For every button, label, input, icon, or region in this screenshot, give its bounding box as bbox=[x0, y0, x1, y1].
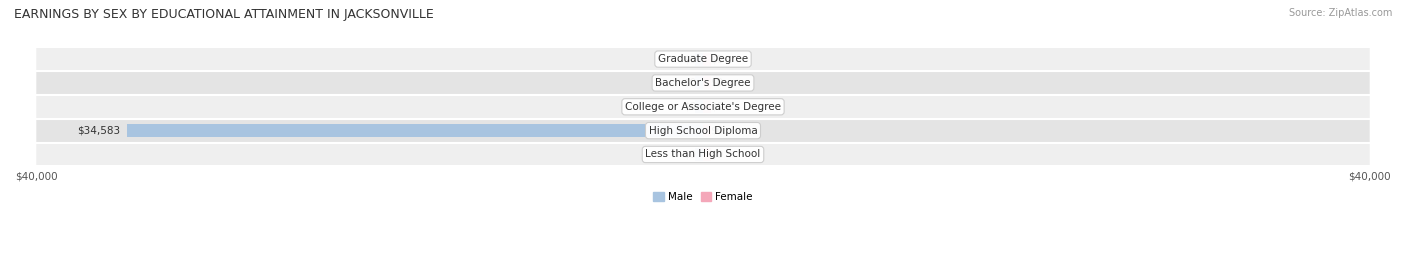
FancyBboxPatch shape bbox=[37, 119, 1369, 143]
Text: $0: $0 bbox=[683, 102, 696, 112]
FancyBboxPatch shape bbox=[37, 143, 1369, 166]
Text: $0: $0 bbox=[710, 150, 723, 159]
Bar bbox=[127, 124, 703, 137]
FancyBboxPatch shape bbox=[37, 47, 1369, 71]
Text: $34,583: $34,583 bbox=[77, 126, 120, 136]
Text: Source: ZipAtlas.com: Source: ZipAtlas.com bbox=[1288, 8, 1392, 18]
Bar bbox=[703, 148, 711, 161]
Bar bbox=[703, 124, 711, 137]
FancyBboxPatch shape bbox=[37, 71, 1369, 95]
Text: $0: $0 bbox=[710, 102, 723, 112]
Bar bbox=[703, 100, 711, 113]
Bar bbox=[695, 148, 703, 161]
Text: $0: $0 bbox=[683, 150, 696, 159]
Text: College or Associate's Degree: College or Associate's Degree bbox=[626, 102, 780, 112]
Text: High School Diploma: High School Diploma bbox=[648, 126, 758, 136]
Text: $0: $0 bbox=[710, 78, 723, 88]
Bar bbox=[695, 76, 703, 90]
Text: $0: $0 bbox=[683, 78, 696, 88]
Bar bbox=[695, 53, 703, 66]
Text: EARNINGS BY SEX BY EDUCATIONAL ATTAINMENT IN JACKSONVILLE: EARNINGS BY SEX BY EDUCATIONAL ATTAINMEN… bbox=[14, 8, 434, 21]
Text: Bachelor's Degree: Bachelor's Degree bbox=[655, 78, 751, 88]
FancyBboxPatch shape bbox=[37, 95, 1369, 119]
Legend: Male, Female: Male, Female bbox=[650, 188, 756, 206]
Text: Graduate Degree: Graduate Degree bbox=[658, 54, 748, 64]
Text: $0: $0 bbox=[710, 54, 723, 64]
Text: $0: $0 bbox=[683, 54, 696, 64]
Bar bbox=[703, 76, 711, 90]
Text: Less than High School: Less than High School bbox=[645, 150, 761, 159]
Bar bbox=[703, 53, 711, 66]
Text: $0: $0 bbox=[710, 126, 723, 136]
Bar bbox=[695, 100, 703, 113]
